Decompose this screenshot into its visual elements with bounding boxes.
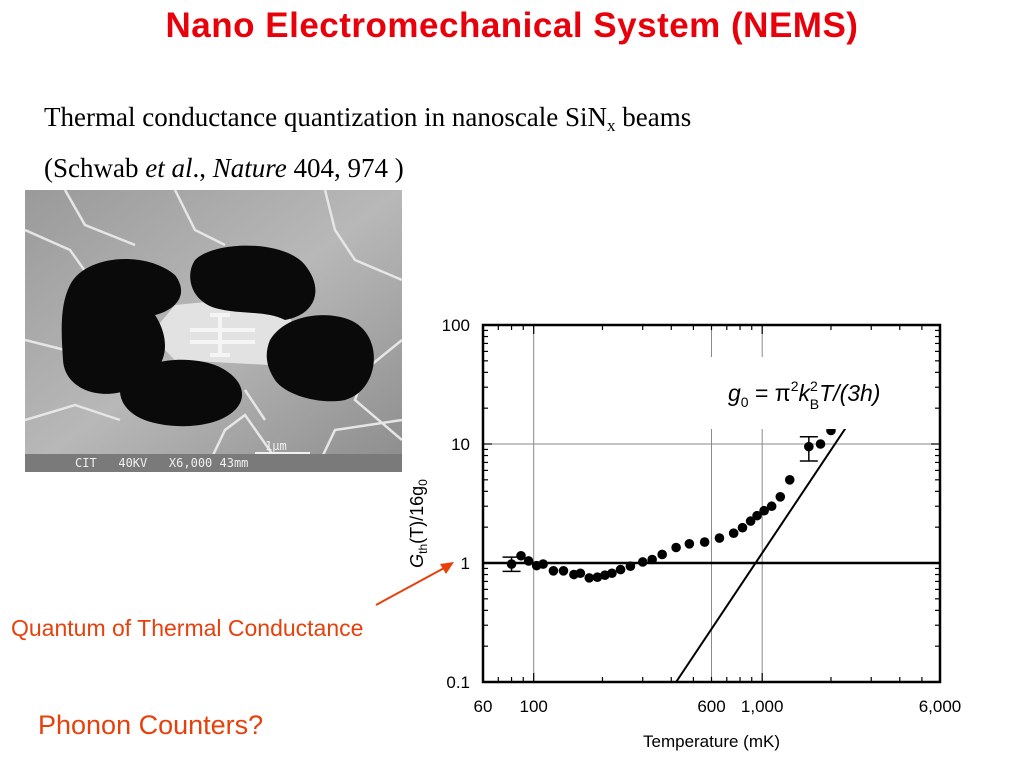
micrograph-caption-bar [25, 454, 402, 472]
ylabel-g: G [407, 554, 427, 568]
annotation-phonon-counters: Phonon Counters? [38, 710, 264, 740]
data-point [745, 516, 756, 526]
y-tick-label: 10 [451, 435, 470, 454]
data-point [671, 542, 681, 553]
data-point [728, 528, 739, 538]
y-tick-label: 100 [442, 316, 470, 335]
chart-y-axis-label: Gth(T)/16g0 [407, 479, 430, 568]
x-tick-label: 60 [474, 697, 493, 716]
data-point [637, 557, 648, 567]
y-tick-label: 1 [461, 554, 470, 573]
formula-pi-sup: 2 [791, 378, 799, 394]
data-point [815, 439, 826, 449]
etched-pits [61, 245, 374, 427]
x-tick-label: 1,000 [741, 697, 784, 716]
data-point [548, 565, 559, 576]
formula-rest: T/(3h) [819, 380, 880, 406]
slide-title: Nano Electromechanical System (NEMS) [165, 6, 859, 45]
data-point [647, 554, 657, 565]
formula-eq: = π [749, 380, 791, 406]
data-point [804, 441, 814, 452]
data-point [657, 549, 667, 560]
formula-k-sub: B [810, 396, 819, 412]
formula-g: g [728, 380, 741, 406]
micrograph-caption: CIT 40KV X6,000 43mm [75, 456, 248, 470]
data-point [523, 556, 534, 566]
chart-x-axis-label: Temperature (mK) [643, 732, 780, 751]
ylabel-rest: (T)/16g [407, 486, 427, 544]
data-point [752, 510, 762, 521]
citation-etal: et al [145, 153, 193, 183]
arrow-shaft [375, 566, 447, 606]
citation-sep: ., [192, 153, 213, 183]
subtitle-main-text: Thermal conductance quantization in nano… [44, 102, 608, 132]
x-tick-label: 100 [520, 697, 548, 716]
data-point [714, 533, 725, 543]
data-point [516, 550, 526, 561]
subtitle-line-1: Thermal conductance quantization in nano… [44, 96, 691, 147]
formula-k: k [798, 380, 811, 406]
ylabel-sub: th [416, 544, 430, 554]
data-point [615, 564, 626, 575]
data-point [684, 538, 695, 549]
data-point [506, 559, 517, 569]
formula-k-sup: 2 [810, 378, 818, 394]
data-point [766, 501, 777, 512]
x-tick-label: 6,000 [919, 697, 962, 716]
y-tick-label: 0.1 [446, 673, 470, 692]
ylabel-sub2: 0 [416, 479, 430, 486]
chart-ticks [482, 324, 941, 683]
thermal-conductance-chart: g0 = π2k2 BT/(3h) 60 100 600 1,000 6,00010010… [407, 316, 962, 751]
slide-subtitle: Thermal conductance quantization in nano… [44, 96, 691, 189]
citation-ref: 404, 974 ) [286, 153, 404, 183]
data-point [592, 572, 603, 582]
formula-g-sub: 0 [741, 394, 749, 410]
citation-open: (Schwab [44, 153, 146, 183]
data-point [699, 537, 710, 547]
data-point [575, 568, 586, 579]
data-point [607, 568, 617, 579]
citation-journal: Nature [212, 153, 287, 183]
formula-box [705, 357, 937, 429]
sem-micrograph: 1μm CIT 40KV X6,000 43mm [25, 190, 402, 472]
x-tick-label: 600 [697, 697, 725, 716]
beam-structure [190, 313, 255, 357]
micrograph-scale-bar [255, 452, 310, 454]
data-point [784, 475, 795, 485]
annotation-arrow [375, 562, 454, 606]
data-point [558, 565, 569, 576]
chart-tick-labels: 60 100 600 1,000 6,000 100 10 1 0.1 [442, 316, 962, 716]
subtitle-end-text: beams [615, 102, 692, 132]
data-point [584, 573, 595, 583]
micrograph-scale-label: 1μm [265, 439, 287, 453]
annotation-quantum-conductance: Quantum of Thermal Conductance [11, 615, 364, 641]
arrow-head [440, 562, 454, 574]
chart-formula: g0 = π2k2 BT/(3h) [728, 378, 880, 412]
subtitle-line-2: (Schwab et al., Nature 404, 974 ) [44, 147, 691, 189]
data-point [737, 522, 748, 533]
chart-data-points [506, 425, 836, 583]
data-point [775, 492, 786, 502]
data-point [625, 561, 636, 571]
subtitle-subscript: x [607, 116, 616, 135]
data-point [759, 505, 769, 516]
data-point [538, 559, 548, 569]
